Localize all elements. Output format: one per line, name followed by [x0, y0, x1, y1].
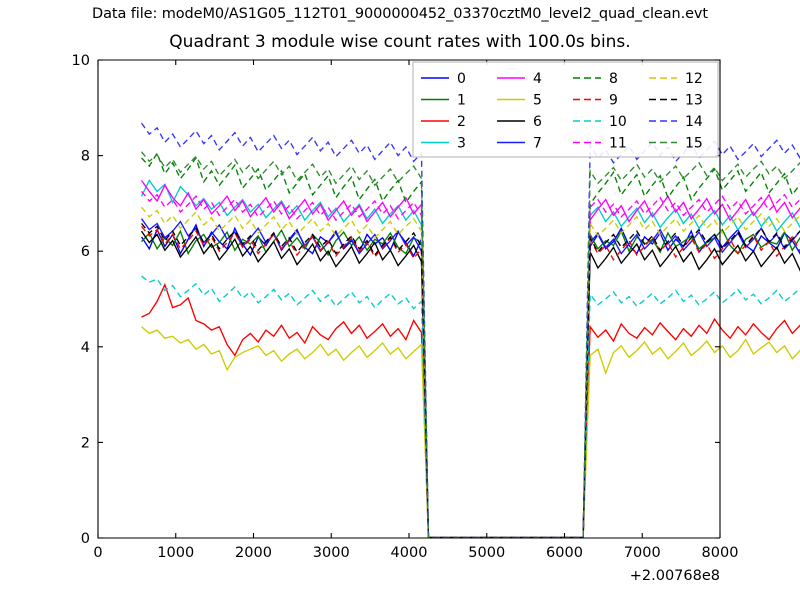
x-tick-label: 7000 [624, 545, 661, 561]
legend-label-13: 13 [685, 93, 703, 109]
legend-label-15: 15 [685, 136, 703, 152]
series-line-14 [140, 122, 800, 539]
series-line-9 [141, 225, 800, 539]
legend-label-2: 2 [457, 114, 466, 130]
legend-label-9: 9 [609, 93, 618, 109]
data-file-suptitle: Data file: modeM0/AS1G05_112T01_90000004… [92, 6, 708, 22]
y-tick-label: 6 [81, 244, 90, 260]
series-line-2 [141, 282, 800, 539]
series-line-6 [140, 230, 800, 539]
series-line-0 [140, 223, 800, 539]
x-tick-label: 0 [93, 545, 102, 561]
legend-label-6: 6 [533, 114, 542, 130]
plot-title: Quadrant 3 module wise count rates with … [169, 32, 631, 52]
x-tick-label: 4000 [391, 545, 428, 561]
y-tick-label: 0 [81, 531, 90, 547]
legend-label-7: 7 [533, 136, 542, 152]
y-tick-label: 8 [81, 149, 90, 165]
series-line-4 [140, 180, 800, 539]
series-line-15 [141, 151, 800, 539]
x-tick-label: 2000 [235, 545, 272, 561]
series-line-7 [140, 218, 800, 539]
series-line-12 [141, 206, 800, 539]
legend-label-10: 10 [609, 114, 627, 130]
y-tick-label: 4 [81, 340, 90, 356]
legend-label-4: 4 [533, 71, 542, 87]
series-line-3 [140, 179, 800, 539]
series-line-8 [141, 151, 800, 539]
series-group [140, 122, 800, 539]
series-line-5 [141, 326, 800, 539]
y-tick-label: 2 [81, 435, 90, 451]
legend-label-11: 11 [609, 136, 627, 152]
series-line-1 [141, 228, 800, 539]
legend-label-1: 1 [457, 93, 466, 109]
legend-box [412, 61, 719, 158]
legend-label-5: 5 [533, 93, 542, 109]
y-tick-label: 10 [72, 53, 90, 69]
legend-label-0: 0 [457, 71, 466, 87]
x-tick-label: 6000 [546, 545, 583, 561]
legend-label-12: 12 [685, 71, 703, 87]
x-tick-label: 3000 [313, 545, 350, 561]
series-line-10 [141, 275, 800, 539]
x-axis-offset-label: +2.00768e8 [630, 568, 720, 584]
legend-label-8: 8 [609, 71, 618, 87]
x-tick-label: 1000 [157, 545, 194, 561]
legend-label-14: 14 [685, 114, 703, 130]
x-tick-label: 5000 [468, 545, 505, 561]
x-tick-label: 8000 [702, 545, 739, 561]
legend-label-3: 3 [457, 136, 466, 152]
